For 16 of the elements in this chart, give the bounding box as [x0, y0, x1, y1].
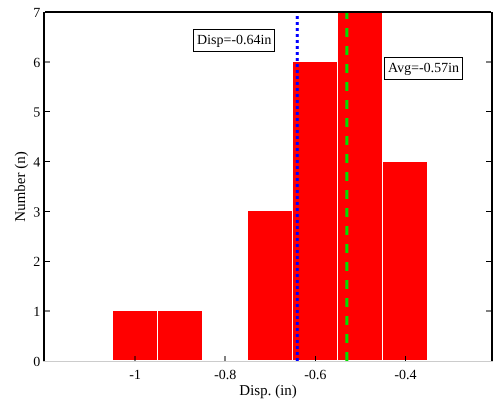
x-tick-label: -0.6	[304, 368, 326, 383]
y-tick-label: 0	[33, 354, 40, 370]
y-tick-label: 4	[33, 155, 40, 170]
y-axis-title: Number (n)	[12, 151, 29, 222]
y-tick-label: 1	[33, 305, 40, 320]
x-tick-label: -0.4	[394, 368, 416, 383]
y-tick-label: 2	[33, 255, 40, 270]
x-tick-label: -1	[129, 368, 141, 383]
y-tick-label: 3	[33, 205, 40, 220]
x-axis-title: Disp. (in)	[239, 382, 297, 399]
x-tick-label: -0.8	[214, 368, 236, 383]
annotation: Avg=-0.57in	[388, 61, 460, 76]
y-tick-label: 7	[33, 6, 40, 21]
y-tick-label: 5	[33, 106, 40, 121]
y-tick-label: 6	[33, 56, 40, 71]
ref-line-label: Disp=-0.64in	[197, 33, 272, 48]
